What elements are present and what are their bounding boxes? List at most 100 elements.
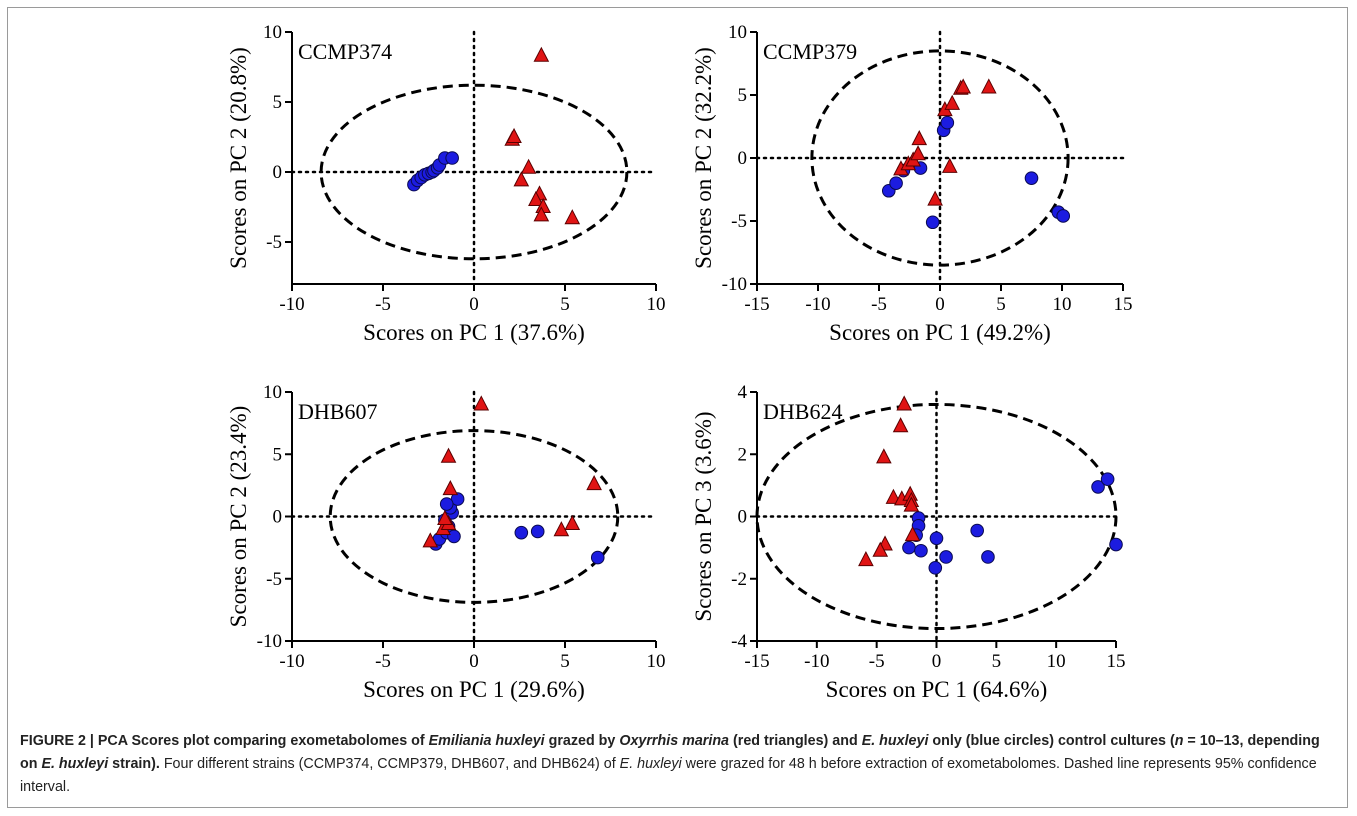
confidence-ellipse [319,83,629,261]
x-tick-label: -5 [375,294,391,315]
x-tick-label: 10 [1047,651,1066,672]
y-axis-title: Scores on PC 2 (32.2%) [691,47,716,269]
data-point-triangle [896,395,913,411]
data-point-triangle [440,447,457,463]
x-tick-label: 0 [932,651,942,672]
y-tick-label: 0 [273,507,283,528]
strain-label: DHB624 [763,399,842,424]
data-point-triangle [520,158,537,174]
data-point-triangle [927,190,943,206]
data-point-triangle [533,46,550,62]
x-tick-label: 0 [469,294,479,315]
y-tick-label: -10 [257,631,282,652]
y-tick-label: 10 [728,22,747,43]
data-point-triangle [858,550,874,567]
chart-panel-dhb607: -10 -5 0 5 10 -10 -5 0 5 10 Scores on PC 1 (29.6%)… [226,382,666,702]
strain-label: DHB607 [298,399,377,424]
data-point-triangle [422,532,439,548]
x-tick-label: -5 [871,294,887,315]
data-point-circle [1024,171,1039,185]
data-point-circle [902,540,916,555]
data-point-triangle [872,541,889,557]
x-axis-title: Scores on PC 1 (29.6%) [363,677,585,702]
confidence-ellipse [755,402,1118,631]
data-point-triangle [980,78,997,94]
figure-panels: -10 -5 0 5 10 -5 0 5 10 Scores on PC 1 (37.6%) Sco… [226,22,1133,702]
y-tick-label: 5 [273,444,283,465]
data-point-triangle [903,496,920,512]
x-tick-label: -10 [804,651,829,672]
y-tick-label: -10 [722,274,747,295]
data-point-triangle [533,206,550,222]
x-tick-label: -10 [805,294,830,315]
data-point-circle [940,115,955,130]
x-tick-label: -10 [279,651,304,672]
data-point-triangle [892,417,909,433]
data-point-circle [1056,209,1071,223]
y-tick-label: 10 [263,382,282,403]
x-tick-label: -5 [869,651,885,672]
x-tick-label: -10 [279,294,304,315]
data-point-circle [514,525,529,540]
data-point-circle [439,497,454,511]
data-point-circle [530,524,545,539]
figure-frame [7,7,1348,808]
data-point-circle [590,550,605,565]
caption-body: Four different strains (CCMP374, CCMP379… [20,756,1317,795]
y-tick-label: -2 [731,569,747,590]
x-tick-label: 5 [560,651,570,672]
data-point-triangle [506,127,522,143]
y-tick-label: -5 [266,232,282,253]
y-tick-label: 0 [273,162,283,183]
y-tick-label: -5 [266,569,282,590]
data-point-triangle [528,190,544,206]
chart-panel-dhb624: -15 -10 -5 0 5 10 15 -4 -2 0 2 4 Scores on PC 1 (64.… [691,382,1126,702]
data-point-circle [445,151,459,165]
data-point-triangle [442,480,459,496]
data-point-triangle [944,94,961,110]
data-point-circle [914,543,928,558]
y-axis-title: Scores on PC 2 (23.4%) [226,406,251,628]
data-point-circle [925,215,940,230]
y-tick-label: 2 [738,444,748,465]
y-axis-title: Scores on PC 2 (20.8%) [226,47,251,269]
data-point-triangle [876,448,892,464]
y-tick-label: -5 [731,211,747,232]
x-axis-title: Scores on PC 1 (37.6%) [363,320,585,345]
data-point-circle [939,550,953,564]
x-tick-label: -5 [375,651,391,672]
chart-panel-ccmp374: -10 -5 0 5 10 -5 0 5 10 Scores on PC 1 (37.6%) Sco… [226,22,666,345]
caption-title: FIGURE 2 | PCA Scores plot comparing exo… [20,733,1320,772]
x-tick-label: 15 [1114,294,1133,315]
data-point-circle [1109,537,1123,552]
y-tick-label: 0 [738,507,748,528]
data-point-triangle [586,475,602,491]
data-point-circle [1091,480,1105,494]
data-point-circle [1100,472,1115,486]
y-tick-label: 10 [263,22,282,43]
data-point-triangle [904,526,921,542]
data-point-triangle [941,157,958,173]
x-tick-label: -15 [744,294,769,315]
data-point-circle [929,531,944,546]
x-tick-label: 0 [469,651,479,672]
y-tick-label: 5 [738,85,748,106]
y-axis-title: Scores on PC 3 (3.6%) [691,411,716,621]
data-point-triangle [553,521,570,537]
data-point-circle [889,176,903,190]
data-point-triangle [437,509,453,525]
data-point-circle [447,529,461,544]
data-point-triangle [564,514,581,530]
data-point-triangle [564,209,581,225]
x-tick-label: -15 [744,651,769,672]
x-tick-label: 10 [1053,294,1072,315]
y-tick-label: 4 [738,382,748,403]
data-point-circle [928,561,943,575]
x-tick-label: 5 [560,294,570,315]
data-point-triangle [911,130,928,146]
x-tick-label: 15 [1107,651,1126,672]
data-point-circle [970,523,984,538]
confidence-ellipse [810,49,1070,267]
y-tick-label: -4 [731,631,747,652]
